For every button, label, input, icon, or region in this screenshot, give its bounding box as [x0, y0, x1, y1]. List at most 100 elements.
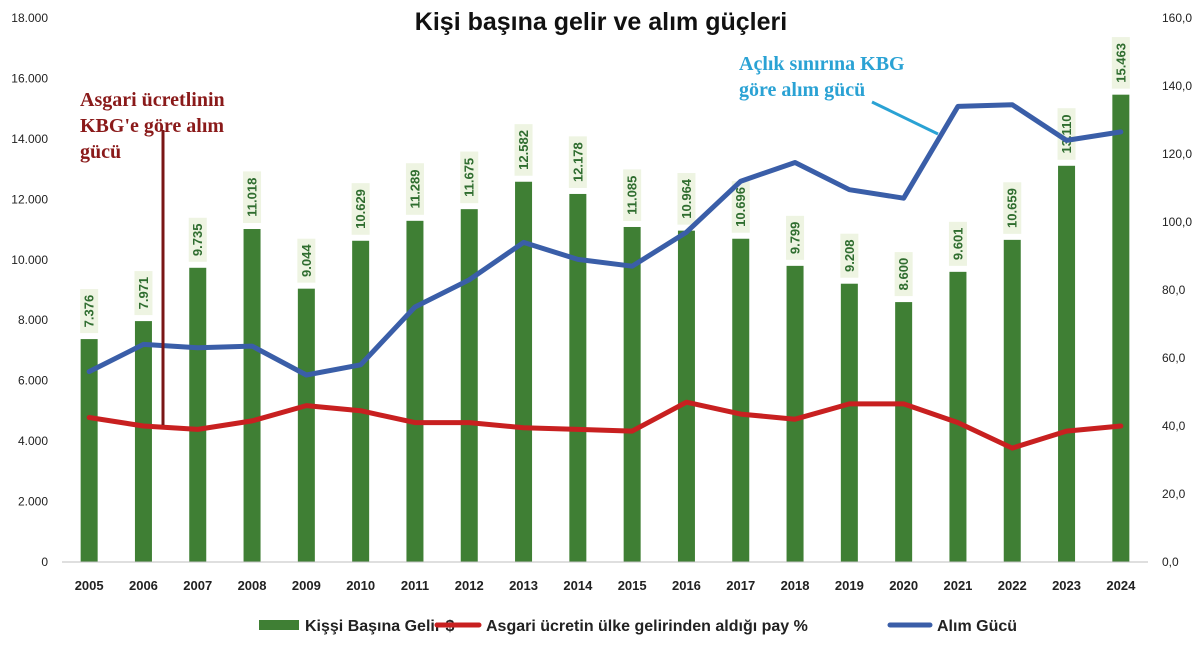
- data-label-text: 9.208: [842, 239, 857, 272]
- bar-data-label: 9.208: [840, 233, 859, 278]
- data-label-background: [460, 151, 479, 204]
- x-tick-label: 2020: [889, 578, 918, 593]
- bar-data-label: 10.964: [677, 173, 696, 225]
- bar: [189, 267, 207, 562]
- legend-item-purchasing-power: Alım Gücü: [887, 618, 1017, 635]
- annotations: Asgari ücretlinin KBG'e göre alım gücü A…: [80, 53, 939, 425]
- data-label-background: [1057, 108, 1076, 160]
- x-tick-label: 2018: [781, 578, 810, 593]
- data-label-text: 10.696: [733, 187, 748, 227]
- right-tick-label: 40,0: [1162, 419, 1186, 433]
- data-label-text: 11.289: [407, 169, 422, 208]
- bar-data-label: 11.675: [460, 151, 479, 204]
- data-label-background: [188, 217, 207, 262]
- x-tick-label: 2017: [726, 578, 755, 593]
- data-label-text: 9.601: [950, 228, 965, 261]
- bar: [623, 226, 641, 562]
- legend: Kişşi Başına Gelir $ Asgari ücretin ülke…: [259, 618, 1017, 635]
- bar: [732, 238, 750, 563]
- data-label-background: [568, 136, 587, 188]
- data-label-text: 11.018: [245, 178, 260, 217]
- data-label-background: [1003, 182, 1022, 234]
- line-series: [86, 102, 1124, 451]
- left-tick-label: 6.000: [18, 374, 48, 388]
- bar: [406, 220, 424, 562]
- right-tick-label: 100,0: [1162, 215, 1192, 229]
- bar: [1058, 165, 1076, 562]
- share-line: [86, 399, 1124, 451]
- bar: [515, 181, 533, 562]
- bar: [1112, 94, 1130, 563]
- bar-data-label: 12.582: [514, 124, 533, 176]
- bar: [460, 209, 478, 562]
- bar: [677, 230, 695, 562]
- left-y-axis: 0 2.000 4.000 6.000 8.000 10.000 12.000 14.000 1…: [11, 11, 48, 569]
- data-label-text: 9.799: [788, 222, 803, 255]
- right-tick-label: 160,0: [1162, 11, 1192, 25]
- x-tick-label: 2009: [292, 578, 321, 593]
- bar-data-label: 9.044: [297, 238, 316, 283]
- data-label-background: [243, 171, 262, 224]
- x-tick-label: 2014: [563, 578, 593, 593]
- bar-data-labels: 7.376 7.971 9.735 11.018 9.044 10.629 11.289 11…: [80, 37, 1130, 334]
- x-axis: 2005 2006 2007 2008 2009 2010 2011 2012 2013 2014…: [62, 561, 1148, 593]
- purchasing-power-line: [86, 102, 1124, 378]
- bar: [786, 265, 804, 562]
- data-label-text: 10.629: [353, 189, 368, 229]
- blue-annotation-pointer: [871, 100, 939, 136]
- bar-data-label: 9.601: [948, 221, 967, 266]
- bar: [840, 283, 858, 562]
- data-label-background: [351, 183, 370, 235]
- left-tick-label: 10.000: [11, 253, 48, 267]
- bar-data-label: 11.085: [623, 169, 642, 221]
- bar: [895, 302, 913, 562]
- data-label-text: 11.675: [462, 158, 477, 197]
- x-tick-label: 2019: [835, 578, 864, 593]
- data-label-text: 10.659: [1005, 188, 1020, 228]
- x-tick-label: 2008: [238, 578, 267, 593]
- right-tick-label: 20,0: [1162, 487, 1186, 501]
- data-label-background: [80, 289, 99, 334]
- x-tick-label: 2016: [672, 578, 701, 593]
- bar: [949, 271, 967, 562]
- data-label-background: [786, 215, 805, 260]
- x-tick-label: 2021: [943, 578, 972, 593]
- bar: [134, 321, 152, 562]
- red-annotation-line-2: KBG'e göre alım: [80, 115, 224, 137]
- x-tick-label: 2022: [998, 578, 1027, 593]
- right-tick-label: 60,0: [1162, 351, 1186, 365]
- bar-series: [80, 94, 1130, 563]
- blue-annotation-line-2: göre alım gücü: [739, 79, 865, 101]
- data-label-background: [731, 181, 750, 233]
- x-tick-label: 2023: [1052, 578, 1081, 593]
- left-tick-label: 18.000: [11, 11, 48, 25]
- legend-item-income: Kişşi Başına Gelir $: [259, 618, 455, 635]
- data-label-background: [894, 252, 913, 297]
- legend-label-share: Asgari ücretin ülke gelirinden aldığı pa…: [486, 618, 808, 635]
- bar-data-label: 7.376: [80, 289, 99, 334]
- data-label-background: [134, 271, 153, 316]
- bar-data-label: 9.799: [786, 215, 805, 260]
- data-label-background: [1111, 37, 1130, 89]
- bar: [80, 339, 98, 562]
- right-tick-label: 120,0: [1162, 147, 1192, 161]
- x-tick-label: 2005: [75, 578, 104, 593]
- bar-data-label: 9.735: [188, 217, 207, 262]
- x-tick-label: 2006: [129, 578, 158, 593]
- left-tick-label: 8.000: [18, 313, 48, 327]
- left-tick-label: 16.000: [11, 71, 48, 85]
- bar-data-label: 11.289: [405, 163, 424, 215]
- bar-data-label: 10.629: [351, 183, 370, 235]
- data-label-text: 9.044: [299, 244, 314, 277]
- right-tick-label: 0,0: [1162, 555, 1179, 569]
- right-y-axis: 0,0 20,0 40,0 60,0 80,0 100,0 120,0 140,0 160,0: [1162, 11, 1192, 569]
- legend-label-income: Kişşi Başına Gelir $: [305, 618, 455, 635]
- data-label-background: [677, 173, 696, 225]
- red-annotation-line-1: Asgari ücretlinin: [80, 89, 225, 111]
- data-label-text: 15.463: [1113, 43, 1128, 83]
- bar-data-label: 8.600: [894, 252, 913, 297]
- left-tick-label: 14.000: [11, 132, 48, 146]
- data-label-text: 12.582: [516, 130, 531, 170]
